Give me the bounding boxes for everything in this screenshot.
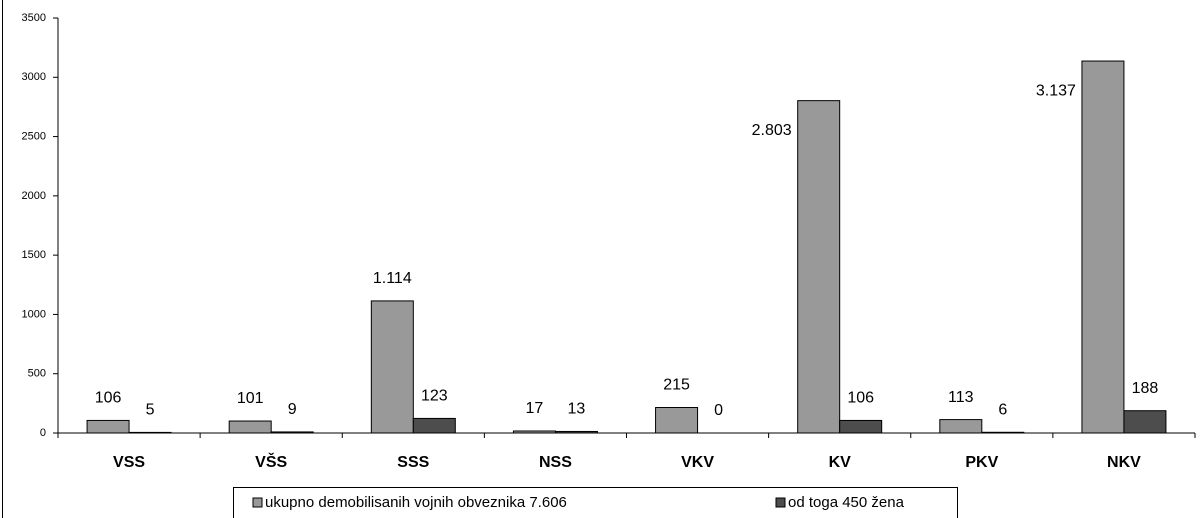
bar: [270, 431, 314, 434]
value-label: 13: [568, 401, 586, 418]
legend-swatch: [775, 497, 786, 508]
y-tick-label: 0: [40, 427, 46, 439]
legend-label: ukupno demobilisanih vojnih obveznika 7.…: [265, 494, 567, 511]
y-tick-label: 2000: [22, 190, 46, 202]
x-tick-label: VSS: [113, 454, 145, 471]
y-tick-label: 1000: [22, 308, 46, 320]
x-tick-label: NSS: [539, 454, 572, 471]
y-tick-label: 3000: [22, 71, 46, 83]
y-tick-label: 3500: [22, 12, 46, 24]
bar: [128, 431, 172, 434]
value-label: 9: [288, 401, 297, 418]
bar: [1123, 410, 1167, 434]
y-tick-label: 2500: [22, 130, 46, 142]
value-label: 1.114: [373, 270, 412, 287]
x-tick-label: SSS: [397, 454, 429, 471]
bar: [839, 419, 883, 434]
value-label: 3.137: [1036, 82, 1076, 99]
bar: [981, 431, 1025, 434]
x-tick-label: NKV: [1107, 454, 1141, 471]
x-tick-label: VŠS: [255, 452, 287, 471]
bar: [412, 417, 456, 434]
bar: [512, 430, 556, 434]
value-label: 17: [526, 400, 544, 417]
value-label: 106: [847, 390, 874, 407]
value-label: 188: [1132, 380, 1159, 397]
bar: [655, 407, 699, 434]
y-tick-label: 1500: [22, 249, 46, 261]
value-label: 0: [714, 402, 723, 419]
x-tick-label: KV: [829, 454, 852, 471]
bar: [797, 100, 841, 434]
value-label: 5: [146, 402, 155, 419]
legend-swatch: [252, 497, 263, 508]
bar: [86, 419, 130, 434]
legend-box: [233, 487, 958, 518]
x-tick-label: PKV: [965, 454, 998, 471]
y-tick-label: 500: [28, 368, 46, 380]
bar: [554, 430, 598, 434]
bar: [228, 420, 272, 434]
value-label: 2.803: [752, 122, 792, 139]
value-label: 101: [237, 390, 264, 407]
bar: [939, 419, 983, 434]
bar: [1081, 60, 1125, 434]
value-label: 113: [948, 389, 974, 406]
x-tick-label: VKV: [681, 454, 714, 471]
value-label: 215: [663, 377, 690, 394]
legend-label: od toga 450 žena: [788, 494, 905, 511]
value-label: 106: [95, 390, 122, 407]
value-label: 6: [998, 402, 1007, 419]
bar: [370, 300, 414, 434]
value-label: 123: [421, 388, 448, 405]
